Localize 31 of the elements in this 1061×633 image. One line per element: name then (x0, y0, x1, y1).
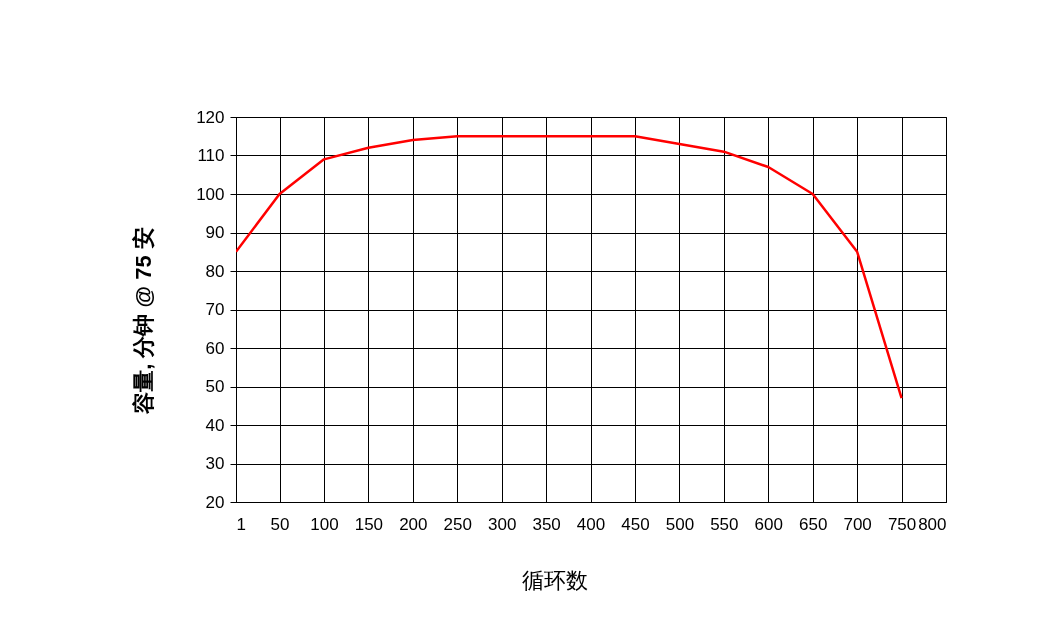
x-tick-label: 150 (354, 514, 384, 534)
x-tick-label: 650 (799, 514, 828, 534)
x-tick-label: 50 (270, 514, 290, 534)
y-tick-label: 50 (205, 377, 225, 396)
y-tick-label: 60 (205, 338, 225, 358)
y-axis-title: 容量, 分钟 @ 75 安 (130, 227, 156, 415)
x-tick-label: 400 (576, 514, 606, 534)
y-tick-label: 80 (205, 261, 225, 281)
x-axis-title: 循环数 (521, 567, 588, 593)
x-tick-label: 700 (843, 514, 872, 534)
y-tick-label: 100 (196, 184, 225, 204)
y-tick-label: 20 (205, 492, 225, 512)
x-tick-label: 500 (665, 514, 695, 534)
x-tick-label: 350 (532, 514, 561, 534)
y-tick-label: 70 (205, 300, 225, 319)
line-series (236, 135, 903, 400)
x-tick-label: 100 (310, 514, 339, 534)
x-tick-label: 1 (236, 514, 246, 534)
x-tick-label: 800 (918, 514, 947, 534)
y-tick-label: 120 (196, 107, 225, 127)
y-tick-label: 40 (205, 415, 225, 435)
y-tick-label: 110 (197, 146, 225, 165)
x-tick-label: 250 (443, 514, 472, 534)
x-tick-label: 300 (488, 514, 517, 534)
y-tick-label: 30 (205, 454, 225, 473)
x-tick-label: 550 (710, 514, 739, 534)
x-tick-label: 200 (399, 514, 428, 534)
y-tick-label: 90 (205, 223, 225, 242)
x-tick-label: 600 (754, 514, 783, 534)
x-tick-label: 450 (621, 514, 650, 534)
x-tick-label: 750 (887, 514, 917, 534)
